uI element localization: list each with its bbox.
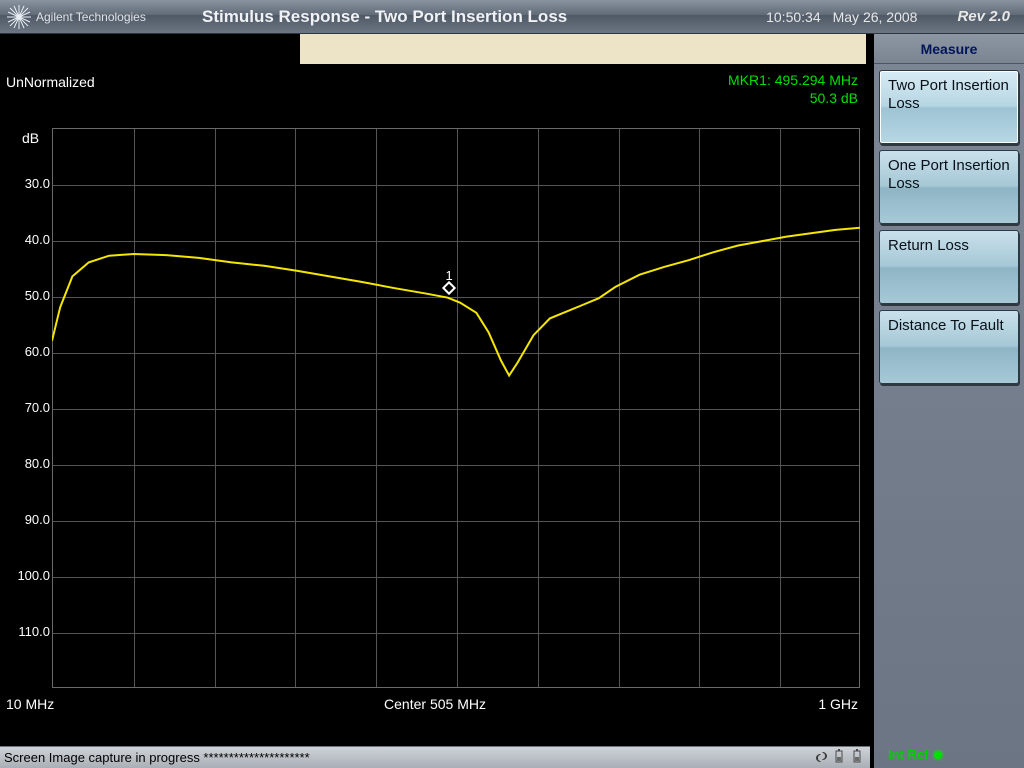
clock-date: May 26, 2008 (833, 9, 918, 25)
battery-1-icon (832, 749, 846, 766)
system-tray (814, 749, 864, 766)
softkey-2[interactable]: Return Loss (879, 230, 1019, 304)
softkey-panel: Measure Two Port Insertion LossOne Port … (874, 34, 1024, 768)
agilent-spark-icon (6, 4, 32, 30)
clock-time: 10:50:34 (766, 9, 821, 25)
plot-frame: UnNormalized MKR1: 495.294 MHz 50.3 dB d… (0, 64, 870, 744)
marker-readout-val: 50.3 dB (598, 90, 858, 106)
int-ref-led-icon (934, 751, 942, 759)
softkey-section-label: Measure (874, 34, 1024, 64)
marker-readout-freq: MKR1: 495.294 MHz (598, 72, 858, 88)
softkey-3[interactable]: Distance To Fault (879, 310, 1019, 384)
tab-strip (0, 34, 870, 64)
y-axis-unit: dB (22, 130, 39, 146)
y-tick-label: 40.0 (6, 232, 50, 247)
softkey-1[interactable]: One Port Insertion Loss (879, 150, 1019, 224)
battery-2-icon (850, 749, 864, 766)
trace-line (52, 128, 860, 688)
window-title: Stimulus Response - Two Port Insertion L… (202, 7, 567, 27)
y-tick-label: 90.0 (6, 512, 50, 527)
y-tick-label: 30.0 (6, 176, 50, 191)
int-ref-label: Int Ref (888, 747, 928, 762)
normalization-status: UnNormalized (6, 74, 95, 90)
y-tick-label: 50.0 (6, 288, 50, 303)
main-area: UnNormalized MKR1: 495.294 MHz 50.3 dB d… (0, 34, 874, 768)
y-tick-label: 80.0 (6, 456, 50, 471)
x-center-label: Center 505 MHz (0, 696, 870, 712)
active-tab[interactable] (0, 34, 300, 64)
marker-1[interactable]: 1 (442, 268, 456, 295)
titlebar: Agilent Technologies Stimulus Response -… (0, 0, 1024, 34)
y-tick-label: 60.0 (6, 344, 50, 359)
status-text: Screen Image capture in progress *******… (4, 750, 310, 765)
marker-diamond-icon (442, 281, 456, 295)
y-tick-label: 70.0 (6, 400, 50, 415)
brand-logo: Agilent Technologies (6, 4, 176, 30)
y-tick-label: 110.0 (6, 624, 50, 639)
int-ref-indicator: Int Ref (888, 747, 942, 762)
link-icon (814, 749, 828, 766)
y-tick-label: 100.0 (6, 568, 50, 583)
status-bar: Screen Image capture in progress *******… (0, 746, 870, 768)
x-stop-label: 1 GHz (818, 696, 858, 712)
firmware-rev: Rev 2.0 (957, 8, 1010, 25)
brand-text: Agilent Technologies (36, 10, 146, 24)
softkey-0[interactable]: Two Port Insertion Loss (879, 70, 1019, 144)
